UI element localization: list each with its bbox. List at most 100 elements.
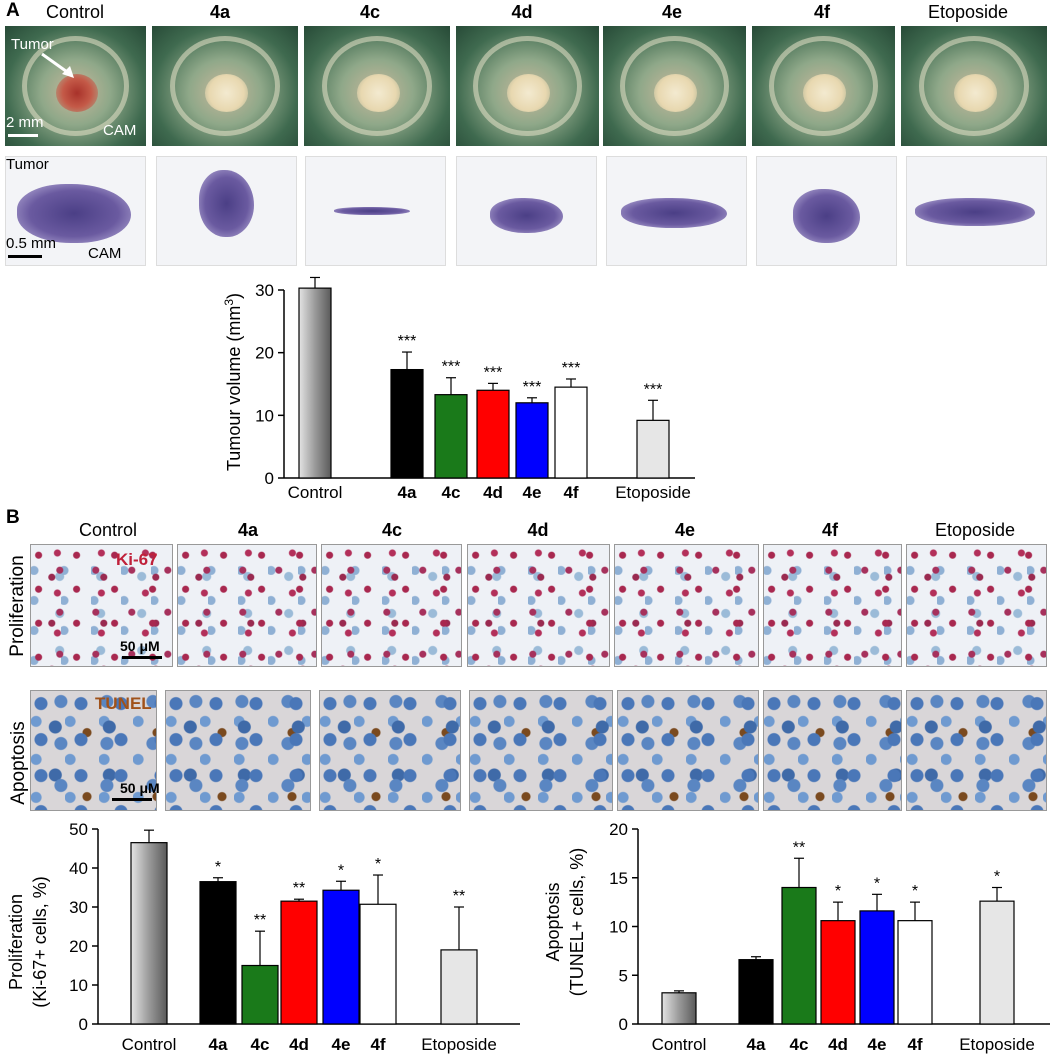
proliferation-bar-4f [359, 903, 397, 1025]
volume-significance-4d: *** [484, 364, 503, 381]
proliferation-significance-4d: ** [293, 880, 305, 897]
panel-label-a: A [6, 0, 20, 21]
ki67-scale-bar [122, 656, 162, 659]
scale-bar-hist [8, 255, 42, 258]
apoptosis-category-label-4f: 4f [907, 1035, 922, 1054]
header-a-4d: 4d [511, 2, 533, 22]
proliferation-bar-4e [322, 889, 360, 1025]
volume-bar-4e [515, 402, 549, 479]
volume-category-label-control: Control [288, 483, 343, 502]
ki67-image-4d [467, 544, 610, 667]
scale-label-2mm: 2 mm [6, 114, 44, 131]
proliferation-bar-4a [199, 881, 237, 1025]
apoptosis-bar-4a [738, 959, 774, 1025]
volume-y-tick-label: 0 [265, 469, 274, 488]
volume-bar-4f [554, 386, 588, 479]
tumor-arrow-icon [41, 52, 74, 78]
volume-category-label-4f: 4f [563, 483, 578, 502]
volume-bar-control [298, 287, 332, 479]
volume-y-tick-label: 20 [255, 344, 274, 363]
tunel-image-etoposide [906, 690, 1047, 811]
apoptosis-bar-4e [859, 910, 895, 1025]
apoptosis-bar-4c [781, 886, 817, 1025]
proliferation-y-tick-label: 30 [69, 898, 88, 917]
header-a-etoposide: Etoposide [927, 2, 1009, 22]
apoptosis-significance-4c: ** [793, 839, 805, 856]
proliferation-category-label-4d: 4d [289, 1035, 309, 1054]
apoptosis-chart: 0 5 10 15 20 Control 4a ** 4c * 4d * 4e * 4f * Etoposide… [543, 820, 1050, 1054]
proliferation-category-label-4f: 4f [370, 1035, 385, 1054]
ki67-label: Ki-67 [116, 550, 158, 569]
header-b-4f: 4f [821, 520, 838, 540]
apoptosis-significance-4d: * [835, 883, 841, 900]
volume-category-label-4d: 4d [483, 483, 503, 502]
header-b-4a: 4a [237, 520, 259, 540]
tunel-image-4e [617, 690, 759, 811]
histology-4e [606, 156, 747, 266]
header-a-4e: 4e [661, 2, 683, 22]
volume-significance-etoposide: *** [644, 381, 663, 398]
volume-bar-etoposide [636, 419, 670, 479]
proliferation-y-tick-label: 20 [69, 937, 88, 956]
cam-photo-control [5, 26, 146, 146]
proliferation-significance-etoposide: ** [453, 888, 465, 905]
proliferation-bar-control [130, 842, 168, 1025]
volume-bar-4c [434, 394, 468, 479]
tunel-scale-bar [112, 798, 152, 801]
ki67-image-control [30, 544, 173, 667]
cam-photo-4c [304, 26, 450, 146]
apoptosis-y-tick-label: 15 [609, 869, 628, 888]
volume-significance-4c: *** [442, 359, 461, 376]
volume-category-label-etoposide: Etoposide [615, 483, 691, 502]
proliferation-category-label-4c: 4c [251, 1035, 270, 1054]
ki67-image-4a [177, 544, 317, 667]
volume-y-tick-label: 10 [255, 406, 274, 425]
cam-photo-4e [603, 26, 746, 146]
ki67-image-etoposide [906, 544, 1047, 667]
apoptosis-category-label-4c: 4c [790, 1035, 809, 1054]
apoptosis-y-tick-label: 5 [619, 966, 628, 985]
header-b-4c: 4c [381, 520, 403, 540]
panel-label-b: B [6, 507, 20, 528]
proliferation-y-tick-label: 50 [69, 820, 88, 839]
scale-label-0-5mm: 0.5 mm [6, 235, 57, 252]
proliferation-bar-4c [241, 964, 279, 1025]
header-a-control: Control [45, 2, 105, 22]
ki67-image-4c [321, 544, 462, 667]
volume-significance-4f: *** [562, 360, 581, 377]
histology-control [5, 156, 146, 266]
volume-y-tick-label: 30 [255, 281, 274, 300]
apoptosis-bar-control [661, 992, 697, 1025]
apoptosis-category-label-4e: 4e [868, 1035, 887, 1054]
proliferation-significance-4a: * [215, 859, 221, 876]
apoptosis-significance-4f: * [912, 883, 918, 900]
apoptosis-y-axis-title-line1: Apoptosis [543, 882, 563, 961]
ki67-image-4e [614, 544, 759, 667]
apoptosis-y-tick-label: 20 [609, 820, 628, 839]
proliferation-y-tick-label: 40 [69, 859, 88, 878]
volume-category-label-4e: 4e [523, 483, 542, 502]
volume-bar-4d [476, 389, 510, 479]
scale-bar [8, 134, 38, 137]
apoptosis-bar-4f [897, 920, 933, 1025]
volume-bar-4a [390, 368, 424, 479]
tumor-label: Tumor [11, 36, 54, 53]
proliferation-significance-4f: * [375, 856, 381, 873]
volume-significance-4e: *** [523, 379, 542, 396]
volume-significance-4a: *** [398, 333, 417, 350]
histology-4d [456, 156, 597, 266]
header-a-4a: 4a [209, 2, 231, 22]
proliferation-y-tick-label: 10 [69, 976, 88, 995]
tunel-image-4d [469, 690, 613, 811]
proliferation-bar-etoposide [440, 949, 478, 1025]
proliferation-significance-4c: ** [254, 912, 266, 929]
tunel-label: TUNEL [95, 694, 152, 713]
apoptosis-y-axis-title-line2: (TUNEL+ cells, %) [567, 848, 587, 997]
tumor-hist-label: Tumor [6, 156, 49, 173]
volume-y-axis-title: Tumour volume (mm3) [222, 293, 244, 471]
cam-label: CAM [103, 122, 137, 139]
apoptosis-category-label-etoposide: Etoposide [959, 1035, 1035, 1054]
tunel-scale-label: 50 μM [120, 780, 160, 796]
header-a-4f: 4f [813, 2, 830, 22]
cam-photo-etoposide [901, 26, 1047, 146]
